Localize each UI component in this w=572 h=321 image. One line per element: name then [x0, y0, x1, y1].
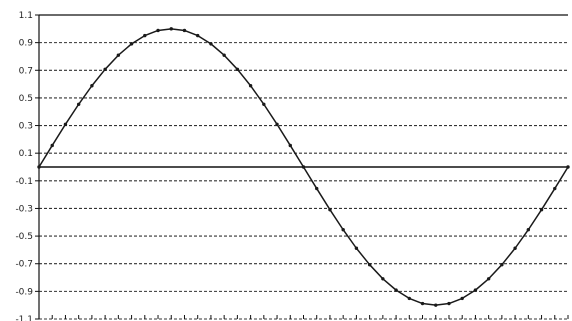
data-point: [76, 102, 81, 106]
data-point: [420, 301, 425, 306]
data-point: [143, 33, 147, 38]
y-tick-label: 0.9: [19, 39, 34, 49]
data-point: [539, 207, 544, 212]
data-point: [182, 28, 187, 33]
y-tick-label: -0.9: [15, 287, 33, 297]
data-point: [156, 28, 160, 33]
y-tick-label: 1.1: [19, 11, 33, 21]
y-tick-label: 0.7: [19, 66, 33, 76]
y-tick-label: -0.3: [15, 204, 33, 214]
y-tick-label: -0.1: [15, 177, 33, 187]
data-point: [262, 102, 266, 106]
axis-layer: [35, 14, 569, 320]
data-point: [513, 246, 517, 250]
y-tick-label: 0.3: [19, 122, 33, 132]
data-point: [196, 33, 200, 38]
data-point: [447, 301, 451, 306]
data-point: [209, 42, 213, 46]
y-tick-label: 0.1: [19, 149, 33, 159]
data-point: [103, 67, 107, 72]
y-tick-labels: 1.1 0.9 0.7 0.5 0.3 0.1 -0.1 -0.3 -0.5 -0.7 -0.9 -1…: [15, 11, 33, 321]
data-point: [116, 53, 121, 57]
data-point: [486, 277, 491, 281]
data-point: [341, 228, 345, 232]
data-point: [37, 165, 41, 169]
data-point: [460, 296, 464, 301]
data-point: [129, 42, 134, 46]
y-tick-label: -1.1: [15, 315, 33, 321]
data-point: [566, 165, 570, 169]
data-point: [222, 53, 226, 57]
data-point: [367, 262, 372, 267]
data-point: [473, 288, 478, 292]
y-tick-label: 0.5: [19, 94, 33, 104]
y-tick-label: -0.5: [15, 232, 33, 242]
data-point: [63, 122, 68, 127]
data-point: [169, 27, 173, 31]
data-point: [275, 122, 279, 127]
data-point: [315, 186, 319, 191]
data-point: [407, 296, 411, 301]
data-point: [235, 67, 240, 72]
data-point: [526, 228, 531, 232]
data-point: [248, 84, 253, 88]
data-point: [354, 246, 359, 250]
grid-layer: [39, 42, 568, 320]
data-point: [553, 186, 557, 191]
data-point: [434, 303, 438, 307]
data-point: [394, 288, 398, 292]
data-point: [301, 165, 306, 169]
series-layer: [37, 27, 570, 307]
data-point: [288, 143, 292, 148]
data-point: [328, 207, 332, 212]
data-point: [381, 277, 385, 281]
y-tick-label: -0.7: [15, 260, 33, 270]
data-point: [90, 84, 94, 88]
data-point: [500, 262, 504, 267]
data-point: [50, 143, 54, 148]
